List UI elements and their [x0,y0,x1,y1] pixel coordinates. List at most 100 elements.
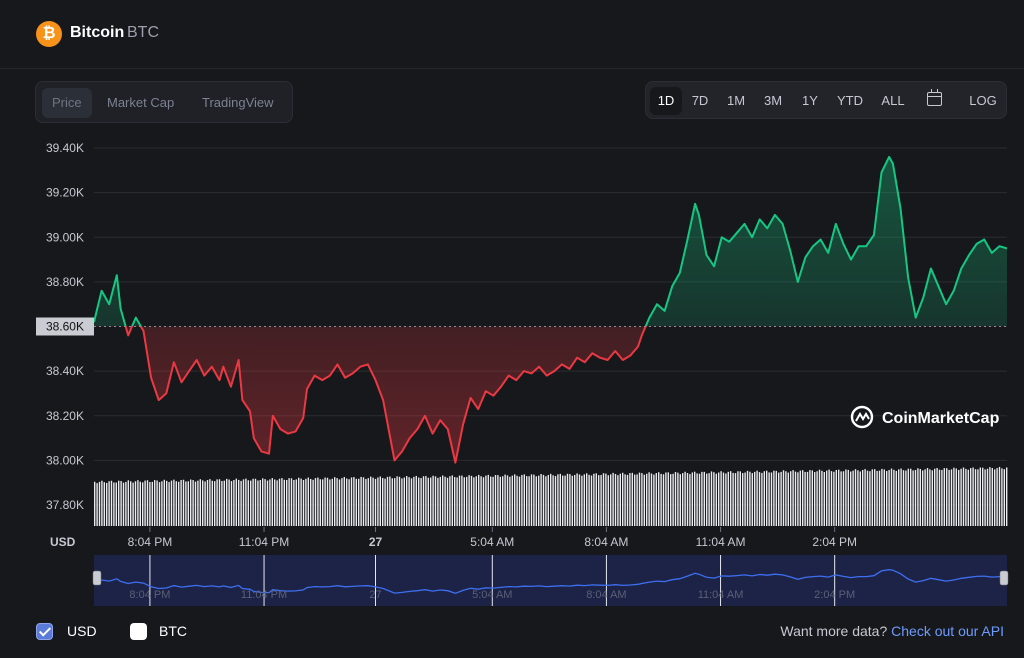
volume-bar [811,470,813,526]
calendar-icon[interactable] [927,89,942,106]
volume-bar [451,475,453,526]
volume-bar [830,471,833,526]
usd-checkbox[interactable] [36,623,53,640]
volume-bar [444,476,446,526]
volume-bar [586,473,588,526]
volume-bar [569,474,571,526]
tab-price[interactable]: Price [42,88,92,118]
volume-bar [583,474,585,526]
volume-bar [718,472,720,526]
volume-bar [1006,467,1008,526]
volume-bar [470,475,473,526]
volume-bar [389,476,391,526]
volume-bar [878,470,881,526]
volume-bar [790,471,792,526]
volume-bar [530,474,533,526]
range-1m[interactable]: 1M [726,93,746,108]
volume-bar [314,478,317,526]
volume-bar [336,478,338,526]
volume-bar [257,480,259,526]
volume-bar [98,481,101,526]
volume-bar [487,474,489,526]
volume-bar [686,473,689,526]
volume-bar [938,469,941,526]
volume-bar [665,472,667,526]
volume-bar [816,471,818,526]
volume-bar [677,472,679,526]
volume-bar [559,473,561,526]
tab-tradingview[interactable]: TradingView [202,95,274,110]
volume-bar [353,477,355,526]
volume-bar [622,472,624,526]
range-all[interactable]: ALL [881,93,905,108]
volume-bar [919,468,921,526]
volume-bar [838,469,840,526]
volume-bar [689,474,691,526]
volume-bar [924,469,926,526]
area-below-baseline [94,326,1007,463]
volume-bar [886,471,888,526]
volume-bar [113,482,115,526]
volume-bar [178,481,180,526]
volume-bar [110,480,113,526]
volume-bar [833,471,835,526]
volume-bar [192,480,194,526]
volume-bar [617,475,619,526]
coin-name: Bitcoin [70,24,125,41]
range-7d[interactable]: 7D [691,93,709,108]
volume-bar [662,474,665,526]
volume-bar [895,470,897,526]
volume-bar [370,476,372,526]
volume-bar [518,476,521,526]
volume-bar [259,480,261,526]
volume-bar [984,469,986,526]
volume-bar [581,475,583,526]
range-1y[interactable]: 1Y [802,93,818,108]
volume-bar [804,471,806,526]
volume-bar [230,481,233,526]
volume-bar [902,470,905,526]
volume-bar [386,476,389,526]
volume-bar [442,475,444,526]
y-axis: 37.80K 38.00K 38.20K 38.40K 38.60K 38.80K 39.0… [36,141,94,512]
volume-bar [557,474,559,526]
volume-bar [758,472,761,526]
volume-bar [934,468,936,526]
range-3m[interactable]: 3M [763,93,783,108]
volume-bar [514,474,516,526]
volume-bar [458,475,461,526]
volume-bar [398,476,401,526]
chart-view-tabs: Price Market Cap TradingView [35,81,293,123]
api-link[interactable]: Check out our API [891,623,1004,639]
navigator-label: 8:04 PM [129,589,170,601]
volume-bar [670,474,672,526]
time-range-selector: 1D 7D 1M 3M 1Y YTD ALL LOG [645,81,1007,119]
volume-bar [454,477,456,526]
volume-bar [631,472,633,526]
btc-checkbox[interactable] [130,623,147,640]
volume-bar [761,472,763,526]
volume-bar [958,469,960,526]
volume-bar [190,479,192,526]
log-toggle[interactable]: LOG [969,93,997,108]
volume-bar [742,473,744,526]
range-ytd[interactable]: YTD [837,93,863,108]
volume-bar [528,476,530,526]
volume-bar [931,470,933,526]
volume-bar [206,479,209,526]
volume-bar [996,468,998,526]
price-chart: 37.80K 38.00K 38.20K 38.40K 38.60K 38.80K 39.0… [36,141,1009,606]
volume-bar [182,479,185,526]
volume-bar [146,480,149,526]
volume-bar [600,475,602,526]
volume-bar [142,482,144,526]
volume-bar [749,471,751,526]
volume-bar [108,481,110,526]
volume-bar [955,468,957,526]
volume-bar [751,473,753,526]
volume-bar [418,477,420,526]
volume-bar [650,473,653,526]
volume-bar [607,475,609,526]
tab-market-cap[interactable]: Market Cap [107,95,175,110]
range-1d[interactable]: 1D [650,87,682,115]
